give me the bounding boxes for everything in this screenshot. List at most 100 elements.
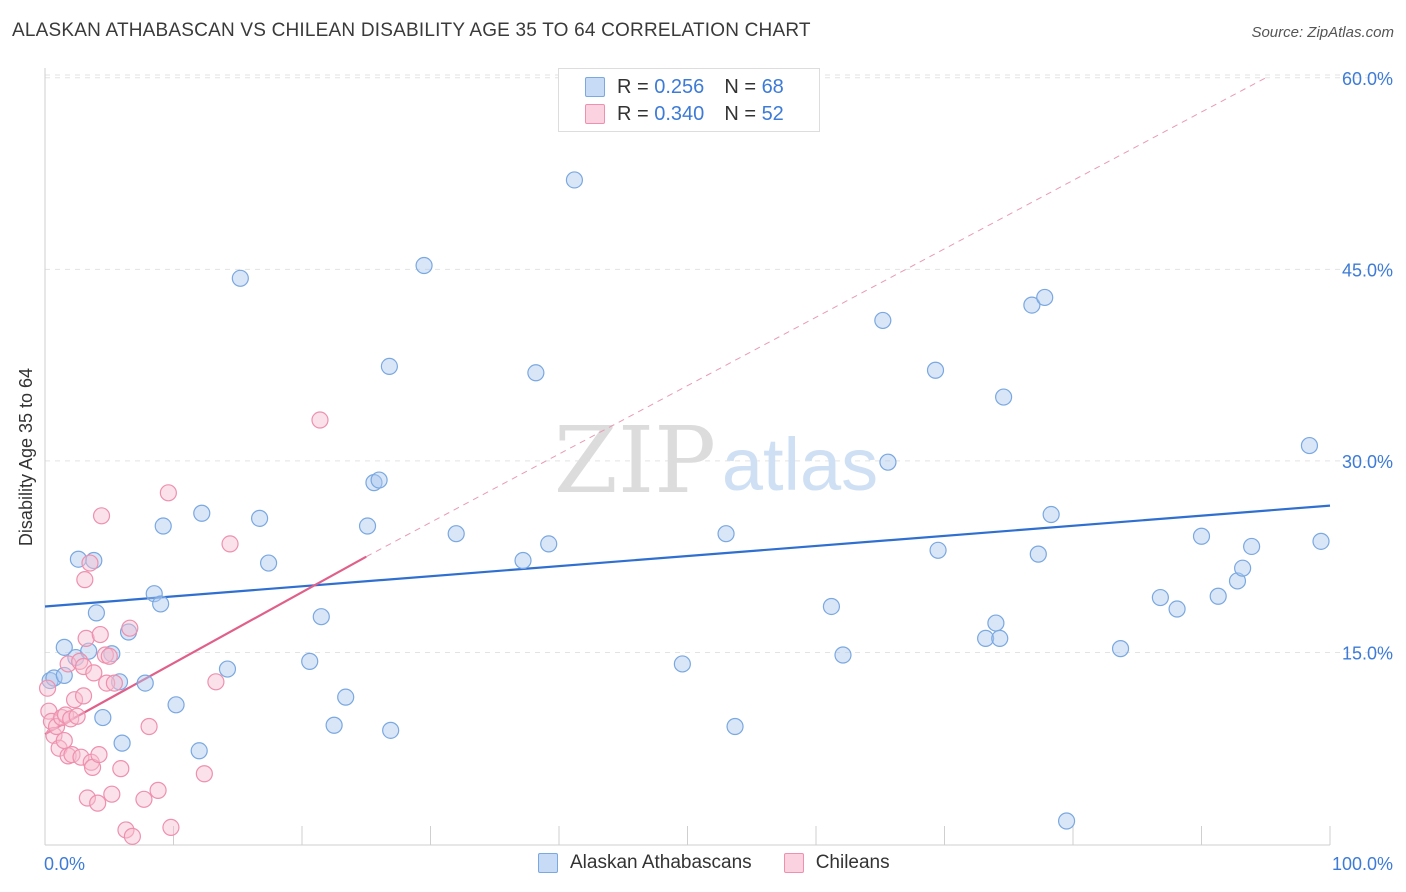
data-point bbox=[1168, 600, 1186, 618]
data-point bbox=[76, 571, 94, 589]
watermark-atlas: atlas bbox=[722, 423, 878, 506]
legend-n-label: N = bbox=[724, 102, 762, 125]
data-point bbox=[103, 785, 121, 803]
data-point bbox=[311, 411, 329, 429]
x-tick-label-min: 0.0% bbox=[44, 854, 85, 874]
legend-r-value: 0.340 bbox=[654, 102, 705, 125]
data-point bbox=[250, 509, 269, 527]
data-point bbox=[85, 664, 103, 682]
data-point bbox=[91, 625, 109, 644]
data-point bbox=[92, 507, 111, 525]
data-point bbox=[72, 748, 90, 766]
series-chileans bbox=[38, 411, 329, 845]
gridlines bbox=[45, 74, 1395, 653]
data-point bbox=[834, 646, 852, 664]
data-point bbox=[74, 657, 93, 676]
legend-n-label: N = bbox=[724, 75, 762, 98]
data-point bbox=[65, 691, 84, 709]
data-points bbox=[38, 171, 1330, 845]
data-point bbox=[1057, 812, 1076, 830]
data-point bbox=[929, 541, 947, 559]
data-point bbox=[565, 171, 584, 189]
correlation-legend: R = 0.256 N = 68 R = 0.340 N = 52 bbox=[558, 68, 820, 132]
legend-swatch-chileans bbox=[783, 853, 804, 873]
data-point bbox=[159, 484, 177, 502]
trend-extension-chileans bbox=[366, 77, 1266, 558]
data-point bbox=[991, 629, 1009, 648]
data-point bbox=[94, 708, 112, 727]
data-point bbox=[136, 674, 154, 692]
data-point bbox=[717, 525, 735, 543]
data-point bbox=[78, 789, 97, 807]
data-point bbox=[514, 551, 532, 570]
data-point bbox=[231, 269, 249, 287]
trend-line-chileans bbox=[44, 555, 367, 736]
data-point bbox=[1243, 537, 1261, 556]
data-point bbox=[987, 614, 1005, 632]
data-point bbox=[301, 652, 319, 670]
data-point bbox=[90, 746, 108, 764]
data-point bbox=[221, 535, 239, 553]
data-point bbox=[1151, 588, 1169, 607]
data-point bbox=[1042, 505, 1060, 524]
data-point bbox=[42, 712, 61, 731]
data-point bbox=[1234, 559, 1252, 577]
tick-labels: 15.0% 30.0% 45.0% 60.0% 0.0% 100.0% bbox=[44, 69, 1393, 874]
y-tick-label: 45.0% bbox=[1342, 260, 1393, 280]
data-point bbox=[822, 597, 841, 616]
legend-label-chileans: Chileans bbox=[815, 852, 890, 873]
data-point bbox=[312, 608, 330, 626]
data-point bbox=[105, 674, 123, 692]
y-tick-label: 30.0% bbox=[1342, 452, 1393, 472]
x-tick-label-max: 100.0% bbox=[1332, 854, 1393, 874]
data-point bbox=[55, 638, 73, 656]
data-point bbox=[45, 669, 63, 687]
data-point bbox=[382, 721, 400, 739]
data-point bbox=[1192, 527, 1211, 545]
legend-row-athabascan: R = 0.256 N = 68 bbox=[585, 75, 784, 99]
data-point bbox=[1111, 640, 1130, 658]
data-point bbox=[874, 311, 892, 330]
data-point bbox=[673, 655, 691, 673]
data-point bbox=[726, 717, 744, 736]
data-point bbox=[1036, 288, 1054, 307]
legend-r-label: R = bbox=[617, 75, 655, 98]
chart-title: ALASKAN ATHABASCAN VS CHILEAN DISABILITY… bbox=[12, 20, 811, 41]
y-tick-label: 60.0% bbox=[1342, 69, 1393, 89]
data-point bbox=[926, 361, 945, 379]
data-point bbox=[527, 364, 545, 382]
data-point bbox=[195, 765, 213, 783]
data-point bbox=[140, 717, 158, 736]
data-point bbox=[1209, 587, 1227, 605]
watermark-zip: ZIP bbox=[554, 407, 716, 514]
legend-swatch-athabascan bbox=[585, 77, 605, 97]
data-point bbox=[879, 453, 897, 471]
data-point bbox=[207, 673, 225, 691]
legend-r-label: R = bbox=[617, 102, 655, 125]
data-point bbox=[995, 388, 1013, 406]
legend-row-chilean: R = 0.340 N = 52 bbox=[585, 102, 784, 126]
legend-item-athabascans[interactable]: Alaskan Athabascans bbox=[538, 852, 752, 874]
data-point bbox=[149, 781, 167, 799]
trend-line-athabascans bbox=[44, 504, 1331, 608]
data-point bbox=[1029, 545, 1047, 563]
data-point bbox=[103, 645, 121, 663]
data-point bbox=[1312, 532, 1330, 550]
data-point bbox=[112, 760, 130, 778]
data-point bbox=[145, 585, 163, 603]
data-point bbox=[74, 687, 93, 705]
data-point bbox=[193, 504, 211, 522]
trend-lines bbox=[44, 77, 1331, 736]
y-tick-label: 15.0% bbox=[1342, 643, 1393, 663]
data-point bbox=[1300, 436, 1319, 455]
legend-r-value: 0.256 bbox=[654, 75, 705, 98]
data-point bbox=[38, 679, 57, 697]
series-legend: Alaskan Athabascans Chileans bbox=[538, 852, 922, 874]
legend-item-chileans[interactable]: Chileans bbox=[783, 852, 890, 874]
source-label: Source: ZipAtlas.com bbox=[1251, 24, 1394, 41]
data-point bbox=[89, 794, 107, 812]
legend-swatch-athabascans bbox=[538, 853, 558, 873]
data-point bbox=[415, 256, 433, 275]
data-point bbox=[123, 827, 141, 845]
